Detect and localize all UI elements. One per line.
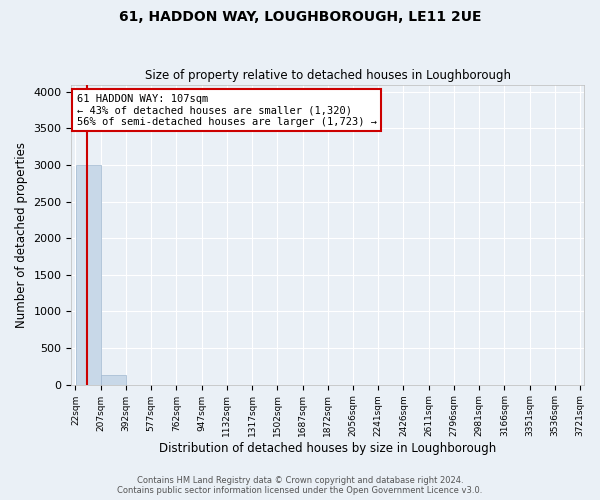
Bar — [101, 375, 126, 384]
Text: 61, HADDON WAY, LOUGHBOROUGH, LE11 2UE: 61, HADDON WAY, LOUGHBOROUGH, LE11 2UE — [119, 10, 481, 24]
Bar — [76, 165, 101, 384]
Title: Size of property relative to detached houses in Loughborough: Size of property relative to detached ho… — [145, 69, 511, 82]
Text: Contains HM Land Registry data © Crown copyright and database right 2024.
Contai: Contains HM Land Registry data © Crown c… — [118, 476, 482, 495]
Text: 61 HADDON WAY: 107sqm
← 43% of detached houses are smaller (1,320)
56% of semi-d: 61 HADDON WAY: 107sqm ← 43% of detached … — [77, 94, 377, 127]
X-axis label: Distribution of detached houses by size in Loughborough: Distribution of detached houses by size … — [159, 442, 496, 455]
Y-axis label: Number of detached properties: Number of detached properties — [15, 142, 28, 328]
